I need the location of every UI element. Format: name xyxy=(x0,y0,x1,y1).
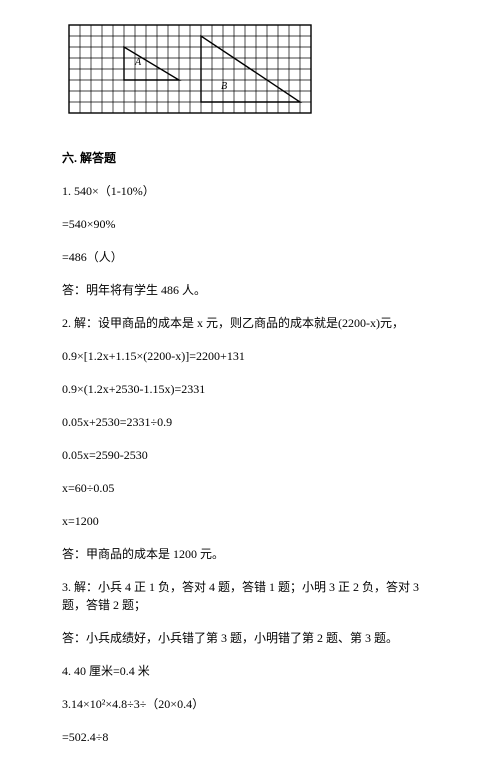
text-line: x=1200 xyxy=(62,512,438,530)
grid-figure: AB xyxy=(68,24,438,119)
text-line: 0.05x=2590-2530 xyxy=(62,446,438,464)
text-line: 答：小兵成绩好，小兵错了第 3 题，小明错了第 2 题、第 3 题。 xyxy=(62,629,438,647)
text-line: =540×90% xyxy=(62,215,438,233)
text-line: 3.14×10²×4.8÷3÷（20×0.4） xyxy=(62,695,438,713)
text-line: 0.05x+2530=2331÷0.9 xyxy=(62,413,438,431)
svg-text:A: A xyxy=(134,57,142,68)
text-line: 1. 540×（1-10%） xyxy=(62,182,438,200)
section-title: 六. 解答题 xyxy=(62,149,438,166)
text-line: 答：甲商品的成本是 1200 元。 xyxy=(62,545,438,563)
text-line: =502.4÷8 xyxy=(62,728,438,746)
text-line: 4. 40 厘米=0.4 米 xyxy=(62,662,438,680)
text-line: 2. 解：设甲商品的成本是 x 元，则乙商品的成本就是(2200-x)元， xyxy=(62,314,438,332)
text-line: =486（人） xyxy=(62,248,438,266)
text-line: 3. 解：小兵 4 正 1 负，答对 4 题，答错 1 题；小明 3 正 2 负… xyxy=(62,578,438,614)
svg-text:B: B xyxy=(221,81,227,92)
text-line: 0.9×(1.2x+2530-1.15x)=2331 xyxy=(62,380,438,398)
text-line: 答：明年将有学生 486 人。 xyxy=(62,281,438,299)
text-line: x=60÷0.05 xyxy=(62,479,438,497)
text-line: 0.9×[1.2x+1.15×(2200-x)]=2200+131 xyxy=(62,347,438,365)
